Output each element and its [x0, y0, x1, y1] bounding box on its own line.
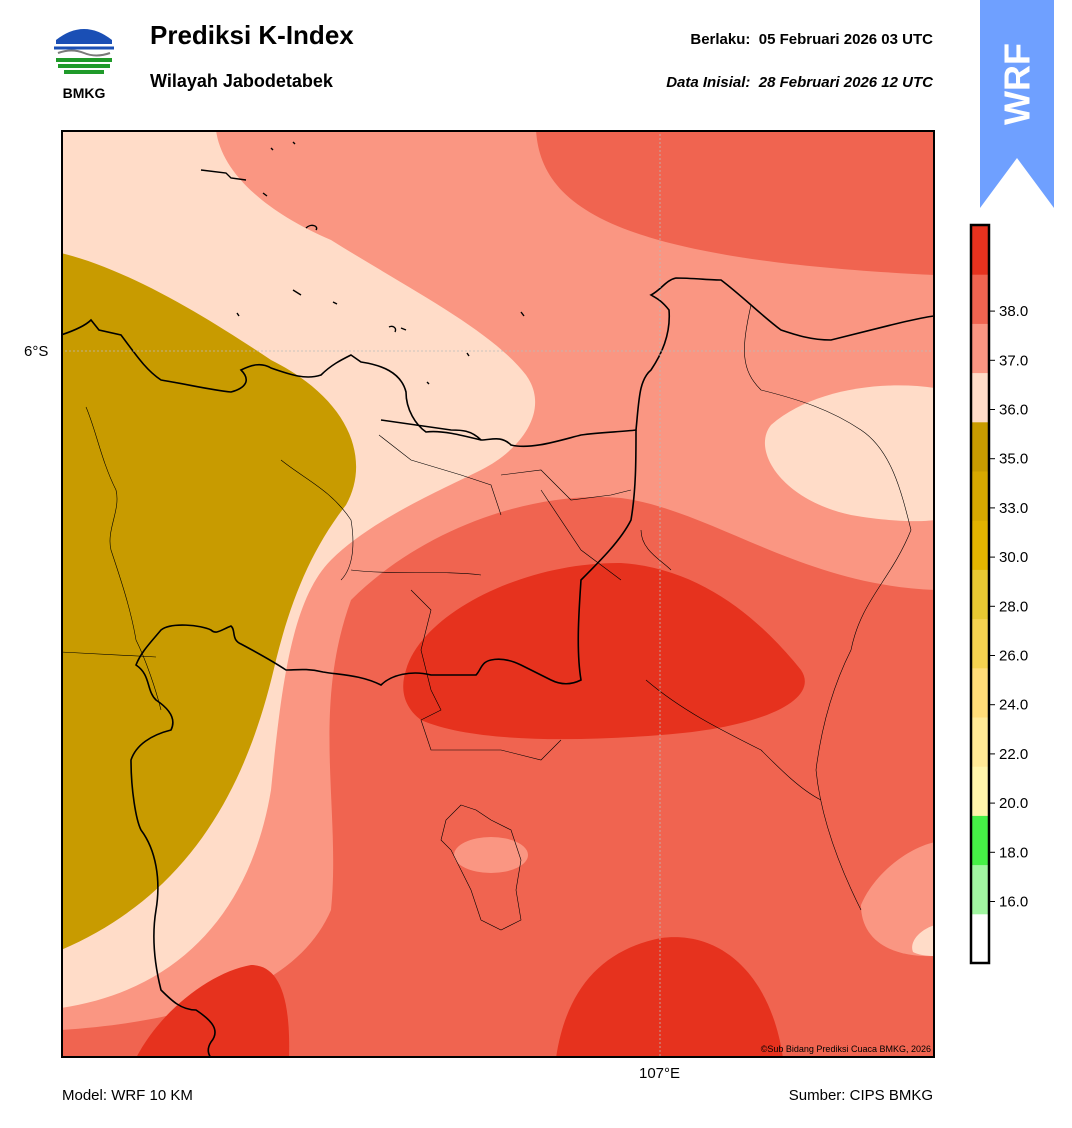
contour-38-plus-southwest [136, 965, 290, 1058]
wrf-label: WRF [997, 43, 1038, 125]
colorbar-tick-label: 26.0 [999, 648, 1028, 665]
admin-boundaries [61, 304, 912, 931]
colorbar-tick-label: 37.0 [999, 352, 1028, 369]
valid-label: Berlaku: [690, 31, 751, 48]
colorbar-tick-label: 16.0 [999, 894, 1028, 911]
colorbar-swatch-4 [971, 717, 989, 767]
latitude-label: 6°S [24, 343, 49, 360]
colorbar-ticks: 16.0 18.0 20.0 22.0 24.0 26.0 28.0 30.0 33.0 35.0… [989, 303, 1028, 911]
colorbar-swatch-3 [971, 766, 989, 816]
wrf-banner: WRF [980, 0, 1054, 208]
valid-value: 05 Februari 2026 03 UTC [758, 31, 933, 48]
colorbar-swatch-0 [971, 913, 989, 964]
colorbar-tick-label: 24.0 [999, 697, 1028, 714]
map-frame [61, 130, 935, 1058]
model-info: Model: WRF 10 KM [62, 1087, 193, 1104]
colorbar-tick-label: 36.0 [999, 402, 1028, 419]
colorbar-swatch-8 [971, 520, 989, 570]
colorbar-swatch-12 [971, 323, 989, 374]
valid-time: Berlaku: 05 Februari 2026 03 UTC [690, 31, 933, 48]
page-title: Prediksi K-Index [150, 20, 354, 50]
copyright-text: ©Sub Bidang Prediksi Cuaca BMKG, 2026 [761, 1044, 931, 1054]
colorbar-swatch-7 [971, 569, 989, 620]
k-index-map: ©Sub Bidang Prediksi Cuaca BMKG, 2026 [61, 130, 935, 1058]
colorbar-tick-label: 30.0 [999, 549, 1028, 566]
init-label: Data Inisial: [666, 74, 751, 91]
colorbar-swatch-10 [971, 421, 989, 472]
colorbar-tick-label: 35.0 [999, 451, 1028, 468]
init-time: Data Inisial: 28 Februari 2026 12 UTC [666, 74, 933, 91]
contour-36-37-southeast [861, 842, 935, 957]
longitude-label: 107°E [639, 1065, 681, 1082]
colorbar-tick-label: 33.0 [999, 500, 1028, 517]
logo-text: BMKG [63, 85, 106, 101]
contour-38-plus-south [556, 937, 783, 1058]
init-value: 28 Februari 2026 12 UTC [758, 74, 933, 91]
contour-38-plus-center [403, 562, 805, 740]
contour-35-36-southeast [912, 925, 935, 956]
contour-33-35 [61, 253, 357, 950]
colorbar-swatch-6 [971, 618, 989, 669]
colorbar-tick-label: 18.0 [999, 844, 1028, 861]
colorbar-swatches [971, 225, 989, 964]
colorbar-swatch-13 [971, 274, 989, 324]
colorbar-swatch-9 [971, 471, 989, 521]
coastline [61, 277, 935, 1058]
contour-35-36-east [764, 385, 935, 522]
page-subtitle: Wilayah Jabodetabek [150, 71, 333, 91]
bmkg-logo: BMKG [54, 22, 114, 101]
colorbar-legend: 16.0 18.0 20.0 22.0 24.0 26.0 28.0 30.0 33.0 35.0… [969, 223, 1028, 965]
colorbar-frame [969, 223, 991, 965]
colorbar-tick-label: 22.0 [999, 746, 1028, 763]
colorbar-tick-label: 20.0 [999, 795, 1028, 812]
colorbar-swatch-5 [971, 667, 989, 718]
colorbar-tick-label: 38.0 [999, 303, 1028, 320]
colorbar-swatch-14 [971, 225, 989, 275]
colorbar-swatch-1 [971, 864, 989, 915]
colorbar-swatch-11 [971, 372, 989, 423]
colorbar-tick-label: 28.0 [999, 598, 1028, 615]
source-info: Sumber: CIPS BMKG [788, 1087, 933, 1104]
colorbar-swatch-2 [971, 815, 989, 866]
contour-36-37-center [454, 837, 528, 873]
islands [200, 141, 525, 385]
